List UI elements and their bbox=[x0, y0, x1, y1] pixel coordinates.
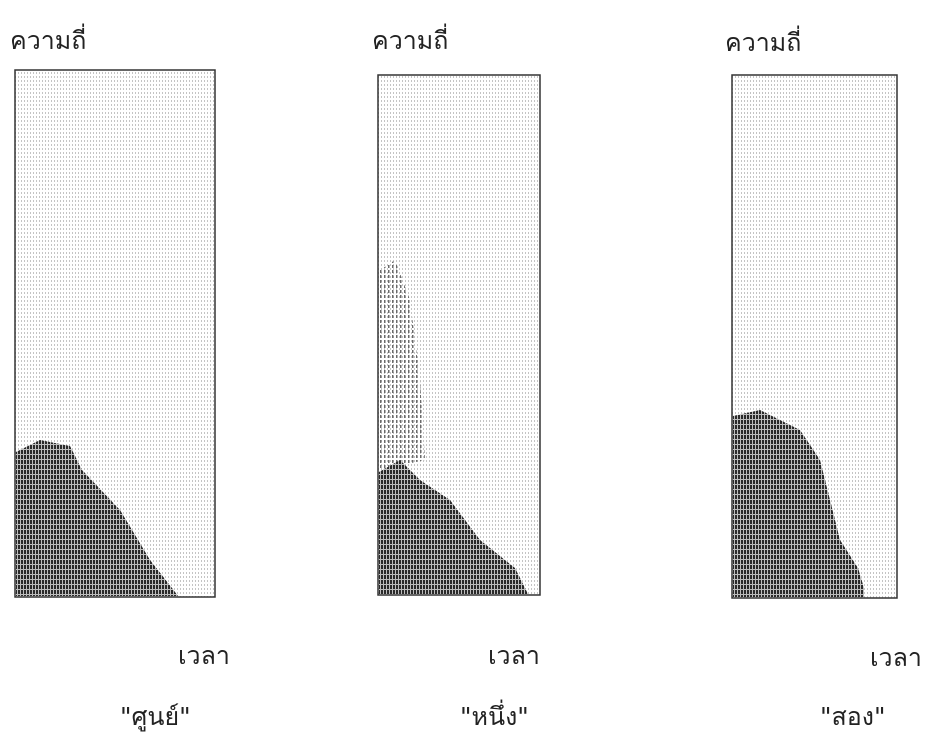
panel: ความถี่ เวลา "ศูนย์" bbox=[10, 23, 230, 732]
x-label: เวลา bbox=[870, 643, 922, 672]
y-label: ความถี่ bbox=[10, 23, 86, 55]
word-label: "หนึ่ง" bbox=[460, 699, 529, 731]
figure: ความถี่ เวลา "ศูนย์" ความถี่ เวลา "หนึ่ง… bbox=[0, 0, 928, 732]
y-label: ความถี่ bbox=[372, 23, 448, 55]
word-label: "ศูนย์" bbox=[120, 702, 191, 732]
y-label: ความถี่ bbox=[725, 25, 801, 57]
panel: ความถี่ เวลา "หนึ่ง" bbox=[372, 23, 540, 731]
x-label: เวลา bbox=[488, 641, 540, 670]
word-label: "สอง" bbox=[820, 702, 885, 731]
panel: ความถี่ เวลา "สอง" bbox=[725, 25, 922, 731]
x-label: เวลา bbox=[178, 641, 230, 670]
